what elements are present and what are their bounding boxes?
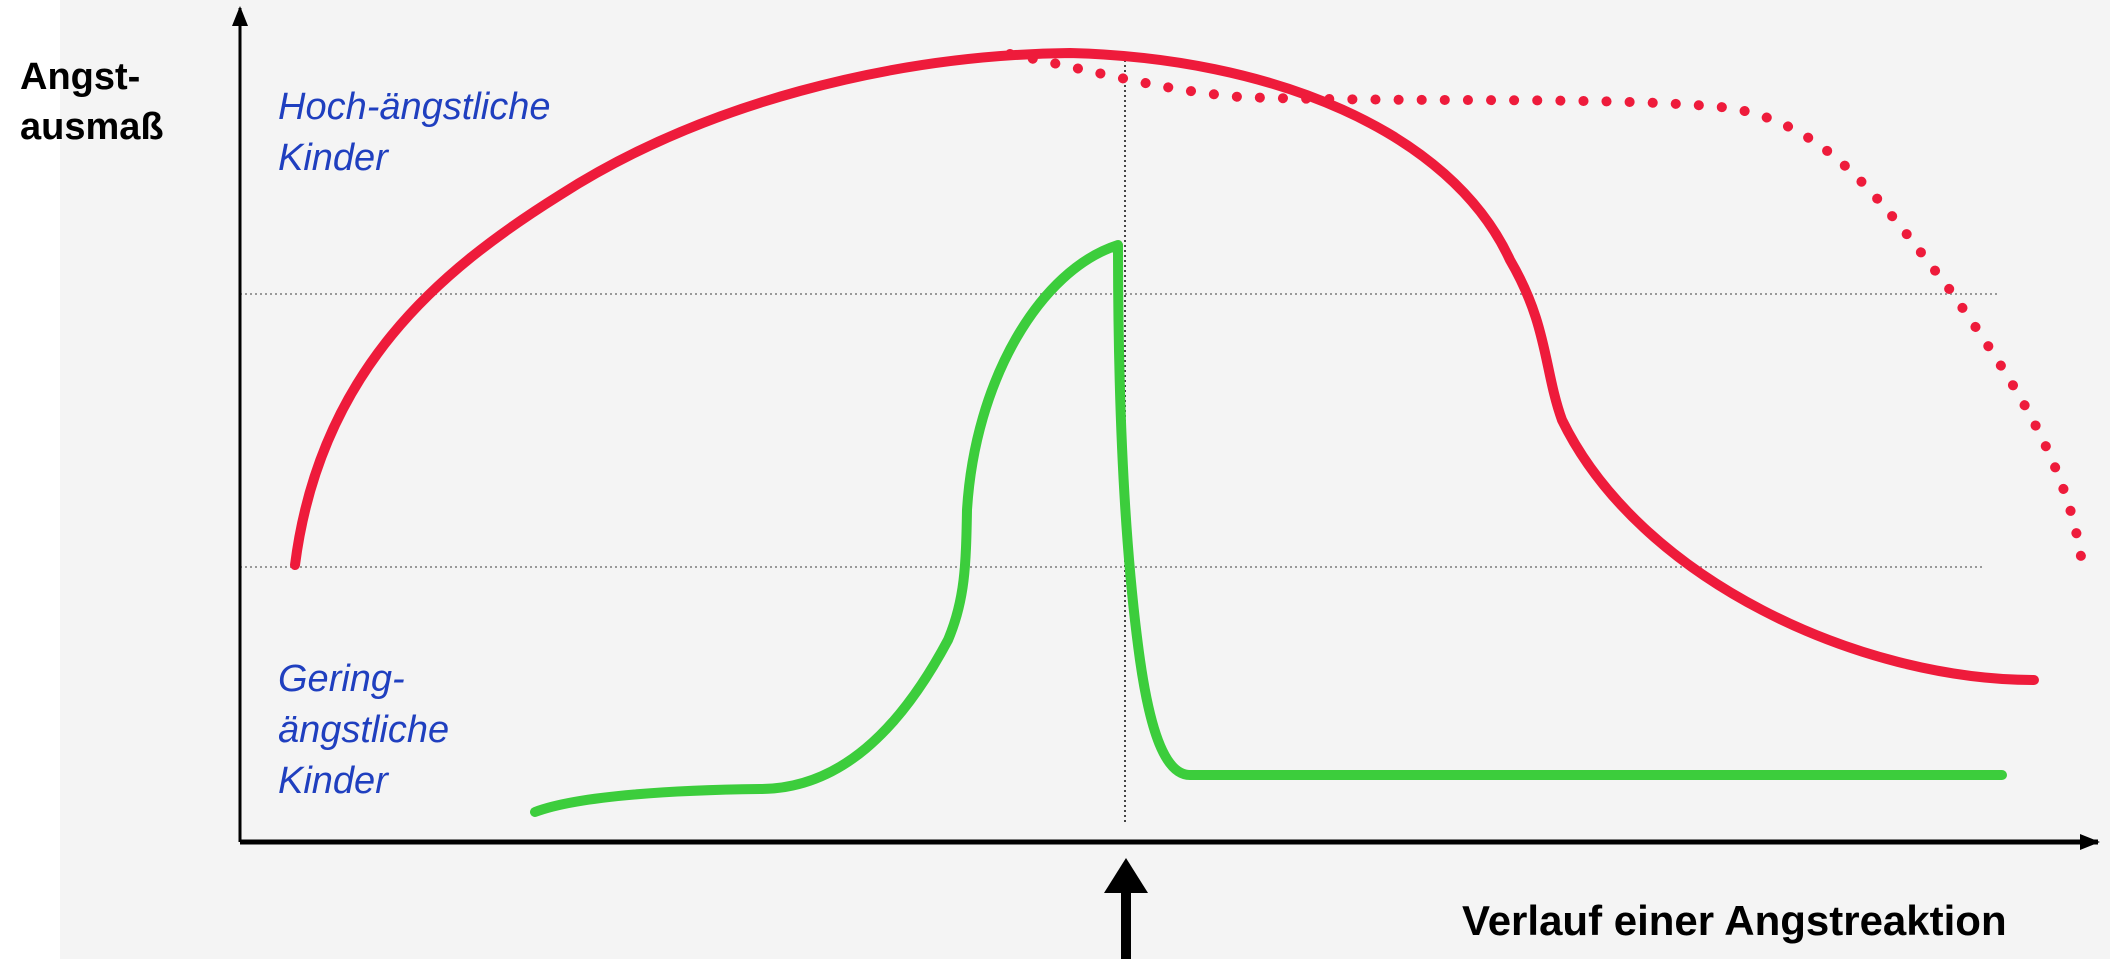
- diagram-background: [60, 0, 2110, 959]
- low-anxious-curve: [530, 240, 2007, 817]
- x-axis-label: Verlauf einer Angstreaktion: [1462, 897, 2007, 944]
- event-arrow-head: [1104, 858, 1148, 893]
- high-anxious-curve: [290, 48, 2039, 685]
- y-axis-label: Angst- ausmaß: [20, 56, 164, 148]
- high-anxious-label: Hoch-ängstliche Kinder: [278, 86, 551, 179]
- low-anxious-label: Gering- ängstliche Kinder: [278, 658, 450, 802]
- high-anxious-avoidance-curve: [1005, 49, 2088, 575]
